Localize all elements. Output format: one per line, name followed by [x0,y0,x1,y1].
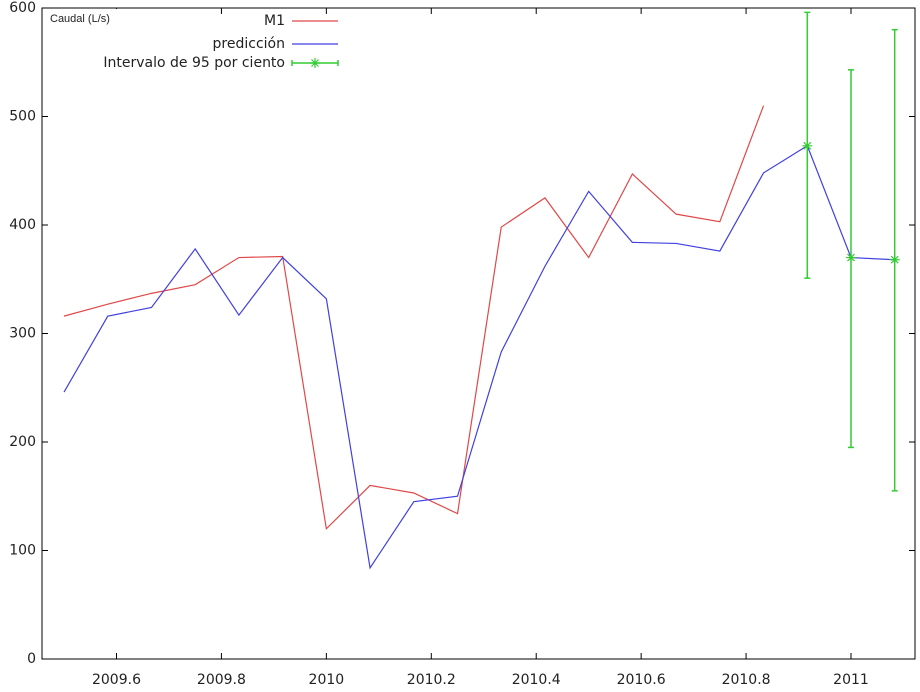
y-tick-label: 300 [9,326,36,342]
legend-label: M1 [264,13,285,29]
series-line [63,144,895,570]
y-tick-label: 400 [9,217,36,233]
x-tick-label: 2010.4 [512,672,561,688]
point-marker [889,254,900,265]
x-tick-label: 2009.6 [92,672,141,688]
y-tick-label: 100 [9,543,36,559]
legend-label: predicción [213,36,285,52]
x-tick-label: 2010.2 [407,672,456,688]
x-tick-label: 2011 [833,672,869,688]
legend-label: Intervalo de 95 por ciento [103,55,285,71]
plot-frame [41,7,916,660]
y-tick-label: 0 [27,651,36,667]
y-label-box [44,9,138,29]
y-tick-label: 200 [9,434,36,450]
x-tick-label: 2009.8 [197,672,246,688]
x-tick-label: 2010 [309,672,345,688]
y-tick-label: 500 [9,109,36,125]
y-label: Caudal (L/s) [50,13,110,25]
point-marker [845,252,856,263]
x-tick-label: 2010.6 [617,672,666,688]
series-line [63,105,765,531]
point-marker [802,140,813,151]
x-tick-label: 2010.8 [722,672,771,688]
legend-marker [310,58,320,68]
y-tick-label: 600 [9,0,36,16]
